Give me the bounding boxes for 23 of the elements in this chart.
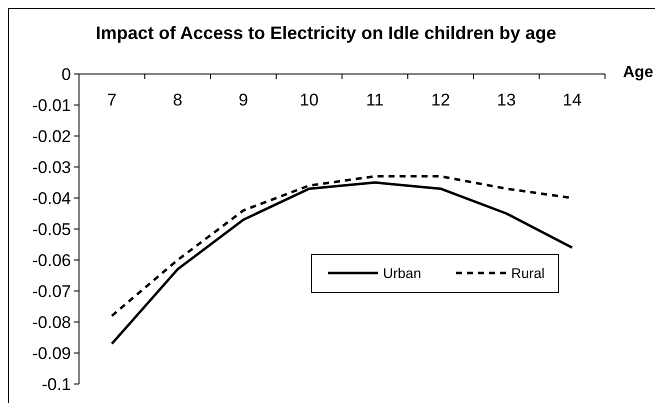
y-tick-label: -0.07: [32, 282, 71, 302]
y-tick-label: -0.08: [32, 313, 71, 332]
x-tick-label: 14: [562, 90, 582, 110]
y-tick-label: -0.01: [32, 96, 71, 116]
x-tick-label: 7: [107, 90, 117, 110]
y-tick-label: -0.1: [42, 375, 71, 394]
y-tick-label: -0.04: [32, 189, 71, 208]
legend-label: Urban: [383, 265, 422, 282]
y-tick-label: -0.06: [32, 251, 71, 270]
y-tick-label: -0.02: [32, 127, 71, 146]
chart-title: Impact of Access to Electricity on Idle children by age: [94, 23, 558, 44]
y-tick-label: 0: [62, 65, 71, 84]
y-tick-label: -0.03: [32, 158, 71, 178]
x-tick-label: 13: [496, 90, 516, 110]
y-tick-label: -0.09: [32, 344, 71, 364]
x-tick-label: 11: [366, 90, 384, 110]
legend-label: Rural: [511, 265, 545, 282]
x-axis-title: Age: [623, 64, 654, 82]
x-tick-label: 9: [238, 90, 248, 110]
x-tick-label: 12: [431, 90, 450, 110]
x-tick-label: 10: [300, 90, 319, 110]
x-tick-label: 8: [172, 90, 182, 110]
y-tick-label: -0.05: [32, 220, 71, 240]
